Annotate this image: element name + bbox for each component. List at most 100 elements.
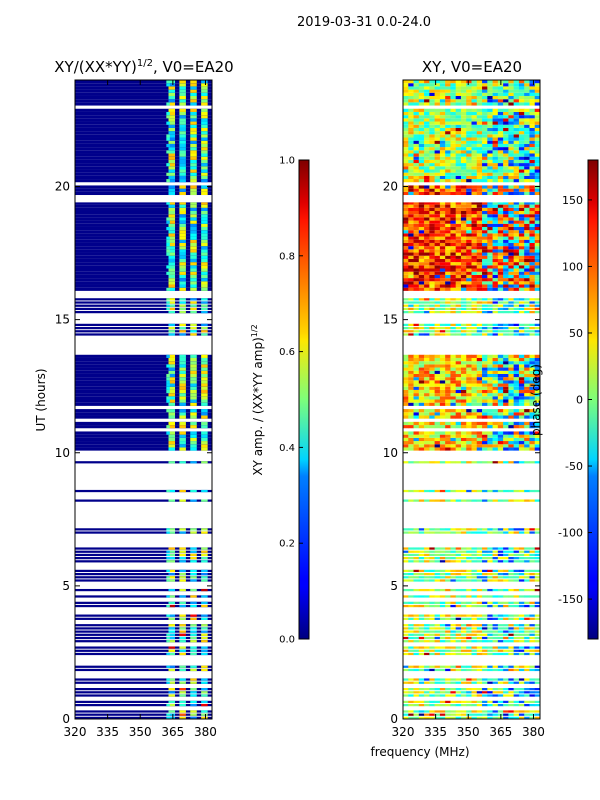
amplitude-band-cell bbox=[190, 271, 197, 275]
phase-cell bbox=[460, 265, 467, 269]
phase-cell bbox=[460, 617, 467, 620]
amplitude-row bbox=[75, 80, 212, 84]
amplitude-band-cell bbox=[190, 304, 197, 307]
phase-cell bbox=[439, 572, 446, 576]
amplitude-band-cell bbox=[166, 614, 170, 617]
phase-cell bbox=[513, 95, 520, 100]
phase-cell bbox=[476, 188, 483, 192]
phase-cell bbox=[455, 147, 462, 151]
phase-cell bbox=[471, 217, 478, 221]
phase-cell bbox=[513, 531, 520, 534]
phase-cell bbox=[503, 399, 509, 403]
phase-cell bbox=[434, 569, 441, 573]
amplitude-row bbox=[75, 323, 212, 327]
phase-cell bbox=[513, 373, 520, 378]
phase-cell bbox=[429, 444, 435, 448]
phase-cell bbox=[408, 131, 414, 135]
phase-cell bbox=[471, 207, 478, 211]
phase-cell bbox=[524, 80, 530, 84]
phase-cell bbox=[418, 560, 425, 563]
amplitude-band-cell bbox=[168, 700, 176, 704]
phase-cell bbox=[413, 649, 420, 652]
amplitude-band-cell bbox=[190, 389, 197, 394]
phase-cell bbox=[434, 531, 441, 534]
phase-cell bbox=[466, 191, 472, 196]
phase-cell bbox=[482, 431, 488, 435]
phase-cell bbox=[413, 572, 420, 576]
phase-cell bbox=[429, 630, 435, 633]
phase-cell bbox=[445, 412, 451, 416]
phase-cell bbox=[476, 434, 483, 438]
phase-cell bbox=[524, 415, 530, 419]
phase-cell bbox=[492, 147, 499, 151]
phase-cell bbox=[445, 134, 451, 138]
phase-cell bbox=[460, 140, 467, 144]
phase-cell bbox=[418, 95, 425, 100]
phase-cell bbox=[471, 242, 478, 247]
phase-cell bbox=[403, 681, 409, 684]
amplitude-band-cell bbox=[201, 115, 208, 119]
phase-cell bbox=[471, 134, 478, 138]
phase-cell bbox=[476, 137, 483, 141]
phase-cell bbox=[503, 386, 509, 390]
phase-cell bbox=[439, 713, 446, 716]
phase-cell bbox=[524, 156, 530, 160]
phase-cell bbox=[492, 700, 499, 704]
phase-cell bbox=[460, 630, 467, 633]
phase-cell bbox=[413, 412, 420, 416]
phase-cell bbox=[476, 576, 483, 579]
phase-cell bbox=[492, 115, 499, 119]
phase-cell bbox=[482, 396, 488, 400]
phase-cell bbox=[492, 373, 499, 378]
phase-cell bbox=[466, 425, 472, 429]
phase-cell bbox=[476, 86, 483, 90]
phase-cell bbox=[460, 99, 467, 103]
phase-cell bbox=[455, 700, 462, 704]
phase-cell bbox=[476, 210, 483, 215]
phase-cell bbox=[534, 159, 540, 164]
phase-cell bbox=[492, 560, 499, 563]
amplitude-band-cell bbox=[190, 557, 197, 560]
phase-cell bbox=[518, 678, 525, 681]
phase-cell bbox=[450, 531, 456, 534]
phase-cell bbox=[508, 333, 514, 336]
phase-cell bbox=[403, 557, 409, 560]
phase-cell bbox=[524, 402, 530, 406]
phase-cell bbox=[455, 627, 462, 630]
phase-cell bbox=[460, 380, 467, 384]
phase-cell bbox=[476, 633, 483, 636]
amplitude-y-tick-label: 5 bbox=[62, 579, 70, 593]
phase-cell bbox=[476, 153, 483, 157]
amplitude-band-cell bbox=[168, 92, 176, 96]
phase-cell bbox=[471, 588, 478, 592]
phase-cell bbox=[518, 595, 525, 598]
phase-cell bbox=[418, 307, 425, 311]
phase-cell bbox=[434, 434, 441, 438]
phase-cell bbox=[424, 678, 430, 681]
phase-cell bbox=[450, 204, 456, 208]
amplitude-band-cell bbox=[168, 163, 176, 167]
amplitude-band-cell bbox=[168, 389, 176, 394]
phase-cell bbox=[503, 134, 509, 138]
phase-cell bbox=[508, 214, 514, 218]
phase-cell bbox=[408, 268, 414, 272]
phase-cell bbox=[487, 441, 493, 445]
phase-cell bbox=[503, 431, 509, 435]
phase-cell bbox=[413, 354, 420, 358]
amplitude-band-cell bbox=[201, 80, 208, 84]
phase-cell bbox=[482, 434, 488, 438]
phase-cell bbox=[492, 239, 499, 243]
phase-cell bbox=[424, 652, 430, 656]
phase-cell bbox=[513, 636, 520, 640]
phase-cell bbox=[476, 134, 483, 138]
phase-cell bbox=[513, 396, 520, 400]
phase-cell bbox=[492, 230, 499, 234]
amplitude-band-cell bbox=[179, 326, 186, 330]
phase-cell bbox=[482, 217, 488, 221]
phase-cell bbox=[450, 691, 456, 694]
phase-cell bbox=[455, 310, 462, 314]
amplitude-band-cell bbox=[201, 287, 208, 291]
amplitude-band-cell bbox=[201, 560, 208, 563]
phase-cell bbox=[424, 604, 430, 608]
phase-cell bbox=[492, 557, 499, 560]
